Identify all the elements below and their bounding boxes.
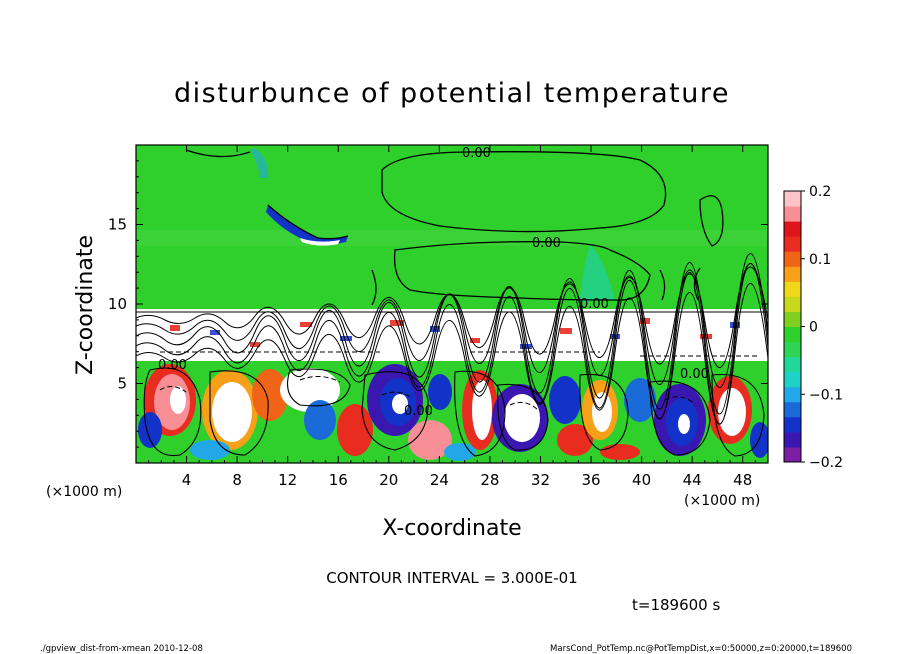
x-axis: 4 8 12 16 20 24 28 32 36 40 44 48 xyxy=(148,145,756,489)
x-axis-unit: (×1000 m) xyxy=(684,493,760,509)
x-tick-label: 4 xyxy=(182,471,192,489)
x-tick-label: 36 xyxy=(581,471,600,489)
colorbar-swatch xyxy=(784,311,801,327)
colorbar-swatch xyxy=(784,356,801,373)
y-axis-label: Z-coordinate xyxy=(73,235,98,375)
colorbar-tick-label: −0.2 xyxy=(809,455,843,471)
colorbar-swatch xyxy=(784,401,801,418)
colorbar-swatch xyxy=(784,446,801,463)
colorbar xyxy=(784,191,801,463)
colorbar-swatch xyxy=(784,386,801,403)
contour-label: 0.00 xyxy=(680,367,709,382)
x-tick-label: 24 xyxy=(430,471,449,489)
colorbar-swatch xyxy=(784,371,801,388)
contour-label: 0.00 xyxy=(462,146,491,161)
contour-lines xyxy=(136,149,768,313)
colorbar-swatch xyxy=(784,326,801,343)
x-tick-label: 28 xyxy=(480,471,499,489)
x-tick-label: 16 xyxy=(329,471,348,489)
colorbar-swatch xyxy=(784,416,801,433)
colorbar-swatch xyxy=(784,191,801,207)
y-axis-unit: (×1000 m) xyxy=(46,484,122,500)
footer-right: MarsCond_PotTemp.nc@PotTempDist,x=0:5000… xyxy=(550,644,852,654)
colorbar-tick-label: −0.1 xyxy=(809,387,843,403)
x-tick-label: 44 xyxy=(683,471,702,489)
plot-area: 0.00 0.00 0.00 0.00 0.00 0.00 xyxy=(136,145,768,463)
chart-title: disturbunce of potential temperature xyxy=(174,78,730,109)
x-tick-label: 8 xyxy=(232,471,242,489)
contour-label: 0.00 xyxy=(404,404,433,419)
y-tick-label: 10 xyxy=(108,295,127,313)
x-tick-label: 40 xyxy=(632,471,651,489)
colorbar-swatch xyxy=(784,206,801,222)
x-tick-label: 12 xyxy=(278,471,297,489)
y-axis: 5 10 15 xyxy=(108,160,768,448)
convective-cells xyxy=(138,364,768,461)
contour-interval: CONTOUR INTERVAL = 3.000E-01 xyxy=(326,569,577,587)
colorbar-swatch xyxy=(784,341,801,358)
colorbar-tick-label: 0 xyxy=(809,320,818,336)
x-tick-label: 20 xyxy=(379,471,398,489)
colorbar-tick-label: 0.1 xyxy=(809,252,831,268)
colorbar-swatch xyxy=(784,296,801,312)
colorbar-swatch xyxy=(784,221,801,237)
colorbar-swatch xyxy=(784,236,801,252)
x-tick-label: 32 xyxy=(531,471,550,489)
contour-label: 0.00 xyxy=(532,236,561,251)
colorbar-tick-label: 0.2 xyxy=(809,184,831,200)
contour-labels: 0.00 0.00 0.00 0.00 0.00 0.00 xyxy=(158,146,709,419)
colorbar-swatch xyxy=(784,281,801,297)
contour-label: 0.00 xyxy=(580,297,609,312)
colorbar-swatch xyxy=(784,251,801,267)
cold-streak xyxy=(250,148,615,302)
time-label: t=189600 s xyxy=(632,596,720,614)
x-axis-label: X-coordinate xyxy=(382,516,521,541)
colorbar-swatch xyxy=(784,431,801,448)
y-tick-label: 15 xyxy=(108,216,127,234)
contour-label: 0.00 xyxy=(158,358,187,373)
colorbar-swatch xyxy=(784,266,801,282)
y-tick-label: 5 xyxy=(117,375,127,393)
colorbar-ticks: 0.2 0.1 0 −0.1 −0.2 xyxy=(801,184,843,471)
footer-left: ./gpview_dist-from-xmean 2010-12-08 xyxy=(40,644,203,654)
x-tick-label: 48 xyxy=(733,471,752,489)
